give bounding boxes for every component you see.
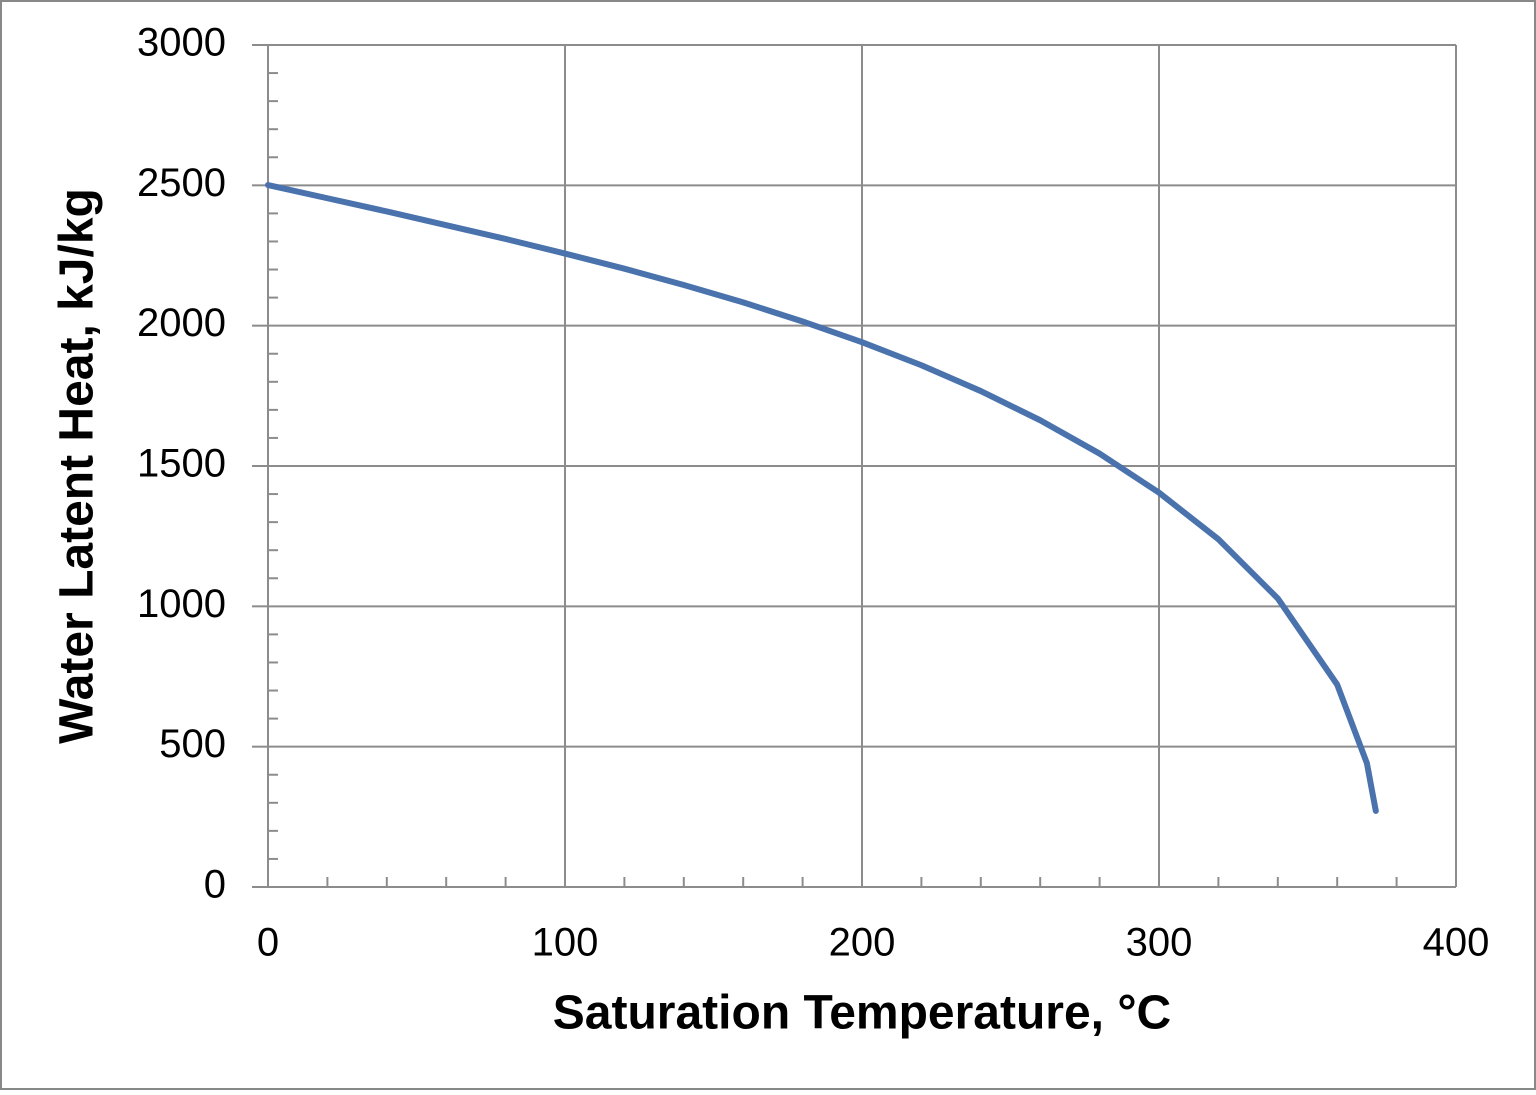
x-axis-title: Saturation Temperature, °C [553, 987, 1171, 1040]
y-tick-label: 2000 [137, 301, 226, 345]
y-tick-label: 1000 [137, 582, 226, 626]
data-line [265, 182, 1379, 814]
y-tick-label: 2500 [137, 161, 226, 205]
x-tick-label: 300 [1126, 921, 1193, 965]
y-axis-title: Water Latent Heat, kJ/kg [51, 188, 104, 744]
y-tick-label: 1500 [137, 442, 226, 486]
y-tick-label: 500 [159, 722, 226, 766]
x-tick-label: 0 [257, 921, 279, 965]
x-tick-label: 400 [1423, 921, 1490, 965]
x-tick-label: 200 [829, 921, 896, 965]
y-tick-label: 0 [204, 863, 226, 907]
x-tick-label: 100 [532, 921, 599, 965]
y-tick-label: 3000 [137, 21, 226, 65]
